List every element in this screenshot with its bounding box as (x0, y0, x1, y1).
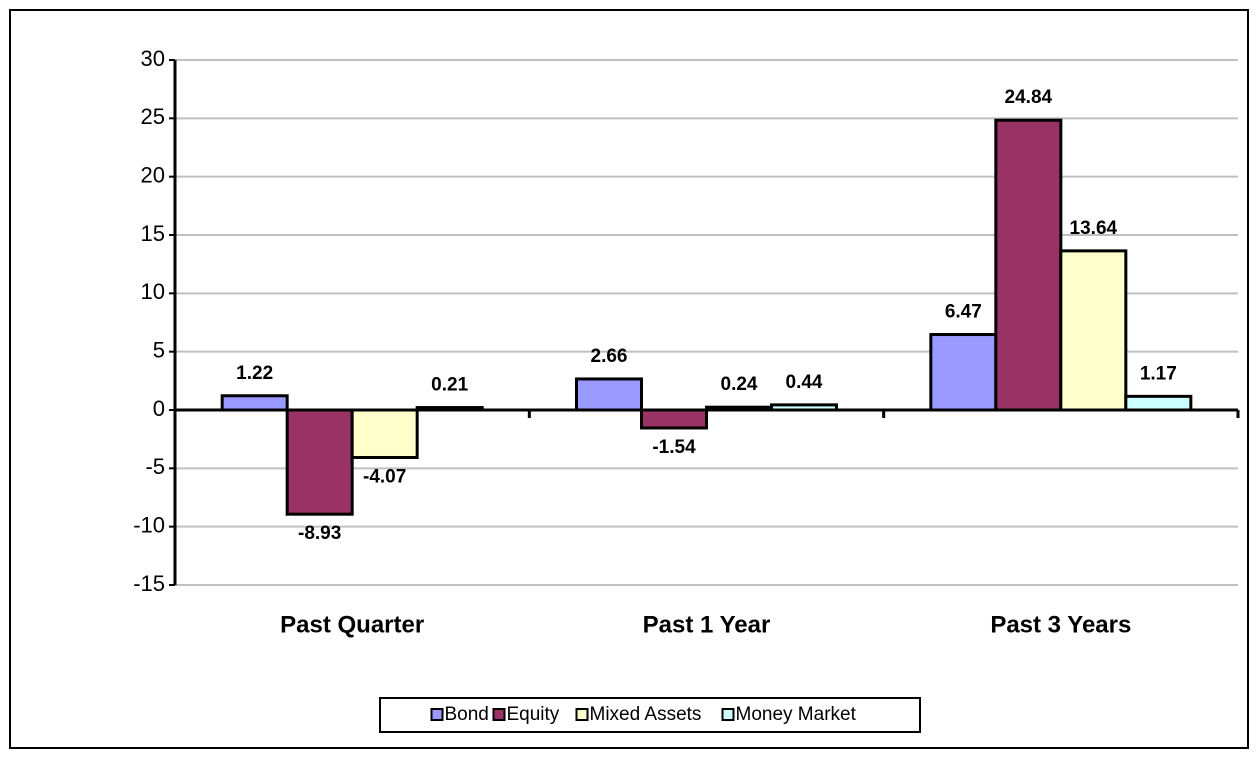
bar (640, 408, 708, 430)
legend-swatch (430, 708, 444, 721)
value-label: 1.17 (1140, 363, 1177, 384)
legend-label: Equity (507, 704, 560, 725)
bar (994, 118, 1063, 412)
value-label: 1.22 (236, 363, 273, 384)
legend-swatch (721, 708, 735, 721)
x-tick-label: Past Quarter (280, 611, 424, 638)
y-tick-label: 30 (141, 46, 165, 71)
legend-swatch (492, 708, 506, 721)
legend: Bond Equity Mixed Assets Money Market (379, 697, 921, 733)
y-tick-label: 0 (153, 396, 165, 421)
y-tick-label: 5 (153, 337, 165, 362)
x-tick-label: Past 1 Year (643, 611, 771, 638)
value-label: 2.66 (591, 346, 628, 367)
y-tick-label: 25 (141, 104, 165, 129)
value-label: 0.44 (786, 372, 823, 393)
bar (220, 394, 289, 412)
bar (575, 377, 643, 412)
legend-swatch (575, 708, 589, 721)
bar (929, 333, 998, 412)
value-label: 0.24 (721, 374, 758, 395)
bars (220, 118, 1193, 516)
legend-label: Money Market (736, 704, 857, 725)
value-label: -8.93 (298, 523, 341, 544)
value-label: -4.07 (363, 466, 406, 487)
y-tick-label: 15 (141, 221, 165, 246)
y-tick-label: -10 (133, 512, 165, 537)
y-tick-label: -15 (133, 571, 165, 596)
y-tick-label: 20 (141, 162, 165, 187)
bar (1124, 394, 1193, 412)
value-label: 0.21 (431, 375, 468, 396)
y-tick-label: 10 (141, 279, 165, 304)
legend-label: Bond (445, 704, 489, 725)
value-label: 13.64 (1070, 218, 1118, 239)
value-label: 6.47 (945, 302, 982, 323)
bar (350, 408, 419, 459)
value-label: 24.84 (1005, 87, 1053, 108)
legend-label: Mixed Assets (590, 704, 702, 725)
y-tick-label: -5 (145, 454, 165, 479)
bar (285, 408, 354, 516)
value-label: -1.54 (652, 437, 696, 458)
bar (1059, 249, 1128, 412)
legend-box (379, 697, 921, 733)
x-tick-label: Past 3 Years (990, 611, 1131, 638)
